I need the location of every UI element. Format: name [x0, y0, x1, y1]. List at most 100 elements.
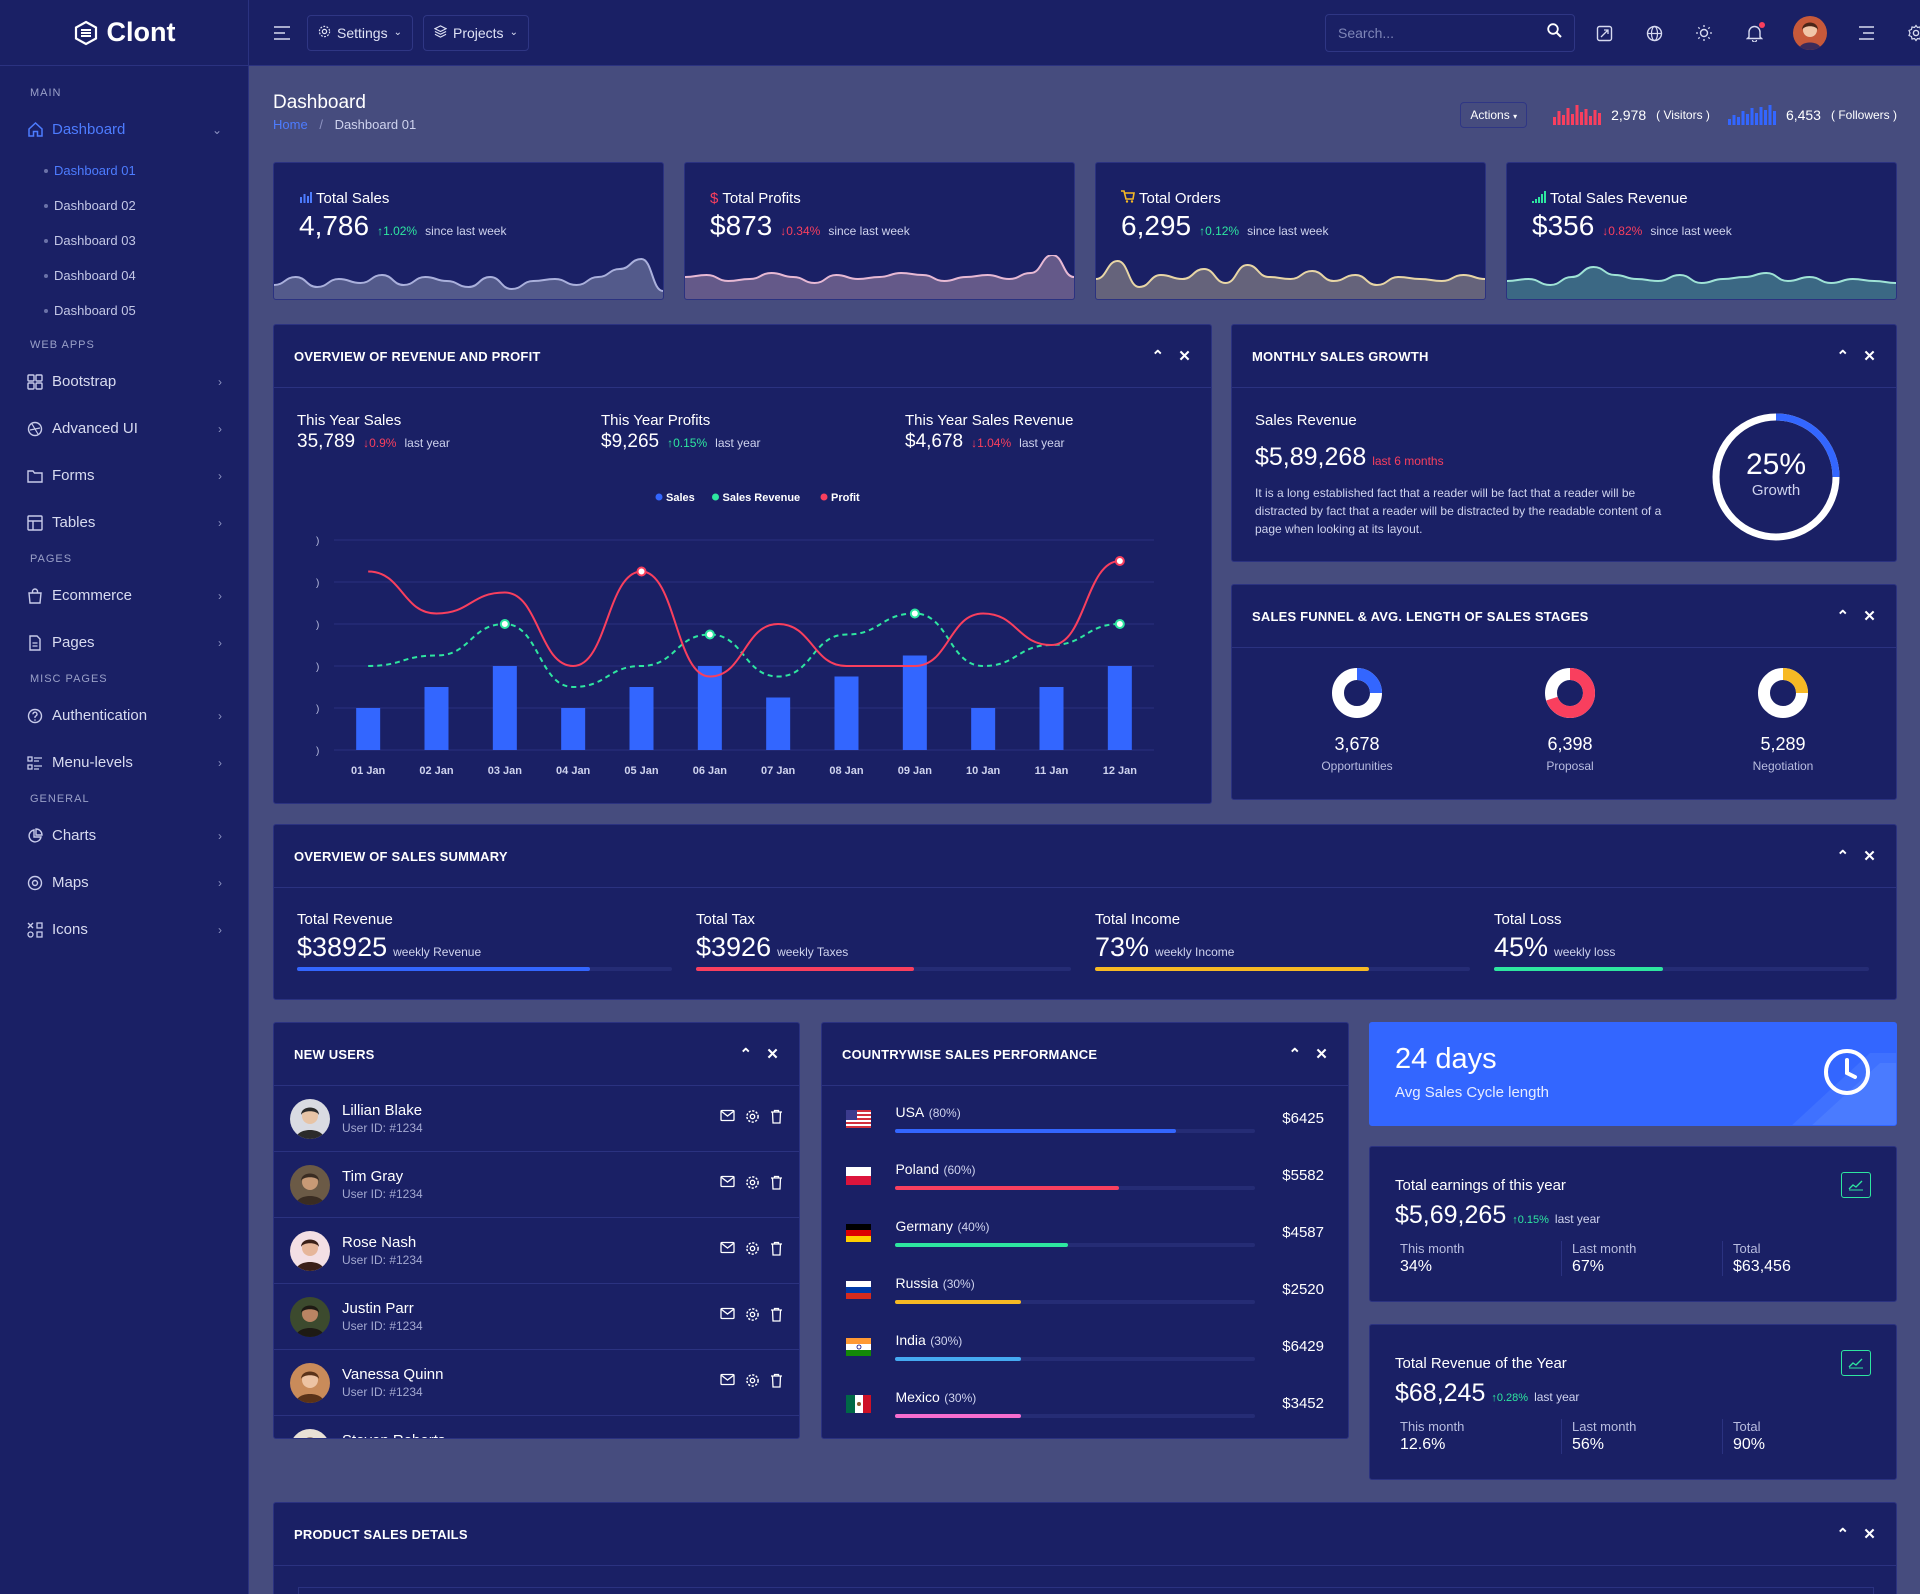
mail-icon[interactable] [720, 1109, 735, 1129]
visitors-count: 2,978 [1611, 107, 1647, 123]
sidebar-item-pages[interactable]: Pages › [0, 619, 248, 666]
trash-icon[interactable] [770, 1109, 783, 1129]
collapse-icon[interactable]: ⌃ [1836, 608, 1850, 625]
sidebar-item-maps[interactable]: Maps › [0, 859, 248, 906]
india-flag-icon [846, 1337, 872, 1356]
collapse-icon[interactable]: ⌃ [1836, 848, 1850, 865]
country-row[interactable]: Russia (30%) $2520 [822, 1261, 1348, 1318]
mail-icon[interactable] [720, 1175, 735, 1195]
trash-icon[interactable] [770, 1373, 783, 1393]
align-right-icon[interactable] [1855, 22, 1877, 44]
close-icon[interactable]: ✕ [766, 1046, 779, 1063]
user-id: User ID: #1234 [342, 1187, 423, 1201]
sidebar-item-label: Ecommerce [52, 587, 133, 604]
trash-icon[interactable] [770, 1175, 783, 1195]
x-tick: 10 Jan [966, 765, 1001, 775]
trash-icon[interactable] [770, 1439, 783, 1440]
sidebar-item-forms[interactable]: Forms › [0, 452, 248, 499]
close-icon[interactable]: ✕ [1863, 608, 1876, 625]
collapse-icon[interactable]: ⌃ [1151, 348, 1165, 365]
mail-icon[interactable] [720, 1373, 735, 1393]
gear-icon[interactable] [745, 1439, 760, 1440]
gear-icon[interactable] [745, 1241, 760, 1261]
bell-icon[interactable] [1743, 22, 1765, 44]
close-icon[interactable]: ✕ [1863, 848, 1876, 865]
mail-icon[interactable] [720, 1241, 735, 1261]
country-row[interactable]: USA (80%) $6425 [822, 1090, 1348, 1147]
sidebar-sub-dashboard-03[interactable]: Dashboard 03 [0, 223, 248, 258]
country-row[interactable]: Mexico (30%) $3452 [822, 1375, 1348, 1432]
search-input[interactable] [1338, 25, 1547, 41]
sidebar-item-authentication[interactable]: Authentication › [0, 692, 248, 739]
mini-card-title: Total Sales [299, 190, 389, 207]
gear-icon[interactable] [745, 1175, 760, 1195]
globe-icon[interactable] [1643, 22, 1665, 44]
close-icon[interactable]: ✕ [1315, 1046, 1328, 1063]
country-amount: $6429 [1282, 1338, 1324, 1355]
menu-toggle-icon[interactable] [271, 22, 293, 44]
country-row[interactable]: Canada (50%)$1286 [822, 1432, 1348, 1438]
country-info: Poland (60%) [895, 1161, 1256, 1190]
user-row[interactable]: Vanessa Quinn User ID: #1234 [274, 1350, 799, 1416]
close-icon[interactable]: ✕ [1178, 348, 1191, 365]
close-icon[interactable]: ✕ [1863, 348, 1876, 365]
projects-dropdown[interactable]: Projects ⌄ [422, 14, 529, 51]
chevron-right-icon: › [218, 374, 222, 389]
trash-icon[interactable] [770, 1307, 783, 1327]
gear-icon[interactable] [1905, 22, 1920, 44]
sidebar-sub-dashboard-02[interactable]: Dashboard 02 [0, 188, 248, 223]
collapse-icon[interactable]: ⌃ [1836, 1526, 1850, 1543]
chevron-right-icon: › [218, 708, 222, 723]
sidebar-item-menu-levels[interactable]: Menu-levels › [0, 739, 248, 786]
sun-icon[interactable] [1693, 22, 1715, 44]
sparkline-line [685, 255, 1074, 285]
user-name: Justin Parr [342, 1300, 414, 1317]
user-row[interactable]: Tim Gray User ID: #1234 [274, 1152, 799, 1218]
collapse-icon[interactable]: ⌃ [1836, 348, 1850, 365]
sparkline [685, 255, 1074, 299]
sidebar-sub-dashboard-04[interactable]: Dashboard 04 [0, 258, 248, 293]
trash-icon[interactable] [770, 1241, 783, 1261]
sidebar-sub-dashboard-01[interactable]: Dashboard 01 [0, 153, 248, 188]
user-row[interactable]: Justin Parr User ID: #1234 [274, 1284, 799, 1350]
country-row[interactable]: India (30%) $6429 [822, 1318, 1348, 1375]
target-icon [26, 874, 44, 892]
breadcrumb-home[interactable]: Home [273, 117, 308, 132]
user-row[interactable]: Rose Nash User ID: #1234 [274, 1218, 799, 1284]
user-avatar[interactable] [1793, 16, 1827, 50]
brand-logo[interactable]: Clont [0, 0, 248, 66]
sidebar-item-bootstrap[interactable]: Bootstrap › [0, 358, 248, 405]
actions-button[interactable]: Actions ▾ [1460, 102, 1528, 128]
settings-dropdown[interactable]: Settings ⌄ [307, 14, 413, 51]
country-row[interactable]: Germany (40%) $4587 [822, 1204, 1348, 1261]
gear-icon[interactable] [745, 1373, 760, 1393]
sidebar-item-icons[interactable]: Icons › [0, 906, 248, 953]
search-icon[interactable] [1547, 23, 1562, 43]
trend-chart-icon[interactable] [1841, 1350, 1871, 1376]
sidebar-item-advanced-ui[interactable]: Advanced UI › [0, 405, 248, 452]
collapse-icon[interactable]: ⌃ [1288, 1046, 1302, 1063]
gear-icon[interactable] [745, 1109, 760, 1129]
fullscreen-icon[interactable] [1593, 22, 1615, 44]
mail-icon[interactable] [720, 1307, 735, 1327]
mail-icon[interactable] [720, 1439, 735, 1440]
trend-chart-icon[interactable] [1841, 1172, 1871, 1198]
mini-card-title: Total Sales Revenue [1532, 190, 1688, 207]
gear-icon[interactable] [745, 1307, 760, 1327]
sidebar-sub-dashboard-05[interactable]: Dashboard 05 [0, 293, 248, 328]
user-actions [720, 1307, 783, 1327]
close-icon[interactable]: ✕ [1863, 1526, 1876, 1543]
collapse-icon[interactable]: ⌃ [739, 1046, 753, 1063]
revyear-title: Total Revenue of the Year [1395, 1355, 1567, 1372]
user-row[interactable]: Steven RobertsUser ID: #1234 [274, 1416, 799, 1440]
sidebar-item-charts[interactable]: Charts › [0, 812, 248, 859]
sidebar-item-ecommerce[interactable]: Ecommerce › [0, 572, 248, 619]
user-row[interactable]: Lillian Blake User ID: #1234 [274, 1086, 799, 1152]
country-row[interactable]: Poland (60%) $5582 [822, 1147, 1348, 1204]
sidebar-item-tables[interactable]: Tables › [0, 499, 248, 546]
sidebar-item-dashboard[interactable]: Dashboard ⌄ [0, 106, 248, 153]
donut-segment [1758, 668, 1808, 718]
caret-down-icon: ▾ [1513, 112, 1518, 121]
country-progress-fill [895, 1414, 1022, 1418]
x-tick: 07 Jan [761, 765, 796, 775]
